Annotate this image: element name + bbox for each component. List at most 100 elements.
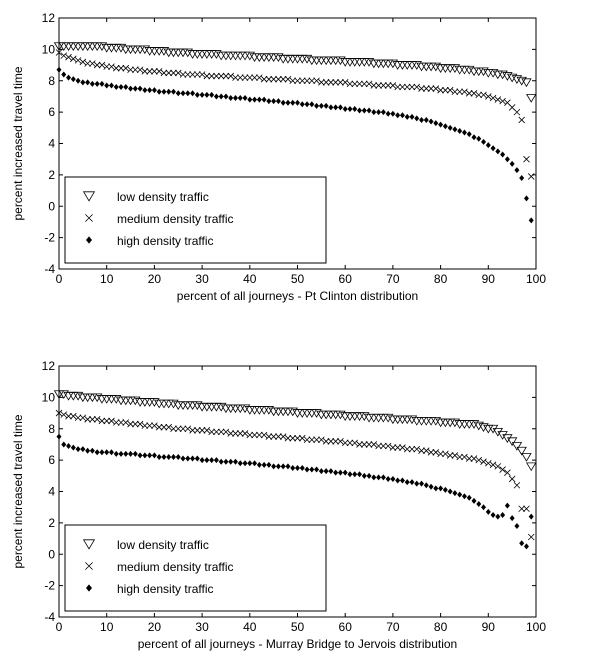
cross-marker-icon xyxy=(85,562,93,570)
legend-entry-label: low density traffic xyxy=(117,538,209,552)
data-point xyxy=(66,443,72,450)
data-point xyxy=(79,414,87,422)
data-point xyxy=(392,415,403,425)
data-point xyxy=(385,110,391,117)
data-point xyxy=(292,54,303,64)
data-point xyxy=(170,425,177,433)
y-tick-label: 10 xyxy=(42,42,56,56)
data-point xyxy=(189,71,196,78)
y-tick-label: -2 xyxy=(44,231,55,245)
data-point xyxy=(170,453,176,460)
data-point xyxy=(235,51,246,61)
data-point xyxy=(480,458,487,465)
data-point xyxy=(190,90,196,97)
data-point xyxy=(201,402,213,412)
data-point xyxy=(287,54,298,64)
data-point xyxy=(163,399,174,409)
data-point xyxy=(438,485,444,492)
data-point xyxy=(464,65,475,75)
data-point xyxy=(333,104,339,111)
data-point xyxy=(156,88,162,95)
data-point xyxy=(466,494,472,501)
data-point xyxy=(108,63,115,70)
data-point xyxy=(246,74,254,81)
y-axis-label: percent increased travel time xyxy=(11,414,25,568)
data-point xyxy=(333,469,339,476)
data-point xyxy=(502,434,513,443)
data-point xyxy=(87,42,98,52)
data-point xyxy=(160,69,168,77)
data-point xyxy=(120,396,131,406)
data-point xyxy=(446,86,454,94)
x-tick-label: 100 xyxy=(526,620,546,634)
data-point xyxy=(423,85,430,92)
data-point xyxy=(297,409,308,418)
data-point xyxy=(106,395,117,404)
data-point xyxy=(239,51,251,61)
data-point xyxy=(175,453,181,460)
data-point xyxy=(128,450,134,457)
data-point xyxy=(170,88,176,95)
data-point xyxy=(480,91,487,99)
data-point xyxy=(330,410,341,420)
data-point xyxy=(265,433,273,440)
data-point xyxy=(408,83,416,91)
data-point xyxy=(341,439,349,447)
data-point xyxy=(70,76,76,83)
data-point xyxy=(497,70,508,80)
data-point xyxy=(261,96,267,103)
data-point xyxy=(209,457,215,464)
data-point xyxy=(98,61,106,69)
data-point xyxy=(254,406,265,415)
y-tick-label: 10 xyxy=(42,390,56,404)
data-point xyxy=(247,96,253,103)
data-point xyxy=(206,402,217,412)
data-point xyxy=(500,151,506,158)
data-point xyxy=(513,481,521,489)
data-point xyxy=(527,173,535,180)
data-point xyxy=(451,452,459,459)
data-point xyxy=(303,77,311,85)
data-point xyxy=(284,434,292,442)
data-point xyxy=(166,88,172,95)
legend: low density traffic medium density traffi… xyxy=(64,524,327,612)
data-point xyxy=(382,59,394,69)
data-point xyxy=(218,458,224,465)
data-point xyxy=(442,486,448,493)
data-point xyxy=(389,444,397,451)
x-tick-label: 100 xyxy=(526,272,546,286)
data-point xyxy=(320,56,332,66)
data-point xyxy=(390,475,396,482)
data-point xyxy=(370,82,378,89)
data-point xyxy=(523,155,530,163)
data-point xyxy=(70,55,77,63)
data-point xyxy=(266,461,272,468)
data-point xyxy=(139,398,151,407)
data-point xyxy=(91,393,103,403)
data-point xyxy=(513,108,521,116)
data-point xyxy=(332,438,339,445)
data-point xyxy=(225,404,236,414)
y-axis-label: percent increased travel time xyxy=(11,66,25,220)
data-point xyxy=(470,90,478,97)
data-point xyxy=(58,390,69,400)
x-tick-label: 90 xyxy=(482,620,496,634)
data-point xyxy=(256,461,262,468)
x-tick-label: 30 xyxy=(195,620,209,634)
y-tick-label: 0 xyxy=(48,547,55,561)
data-point xyxy=(368,413,380,423)
data-point xyxy=(318,468,324,475)
legend-entry-label: low density traffic xyxy=(117,190,209,204)
data-point xyxy=(196,50,208,59)
data-point xyxy=(366,472,372,479)
legend-box xyxy=(64,176,327,264)
data-point xyxy=(371,474,377,481)
data-point xyxy=(290,99,296,106)
data-point xyxy=(470,455,478,462)
data-point xyxy=(270,75,277,83)
data-point xyxy=(432,85,440,92)
data-point xyxy=(490,145,496,152)
data-point xyxy=(346,80,354,88)
data-point xyxy=(295,99,300,106)
data-point xyxy=(153,47,165,56)
